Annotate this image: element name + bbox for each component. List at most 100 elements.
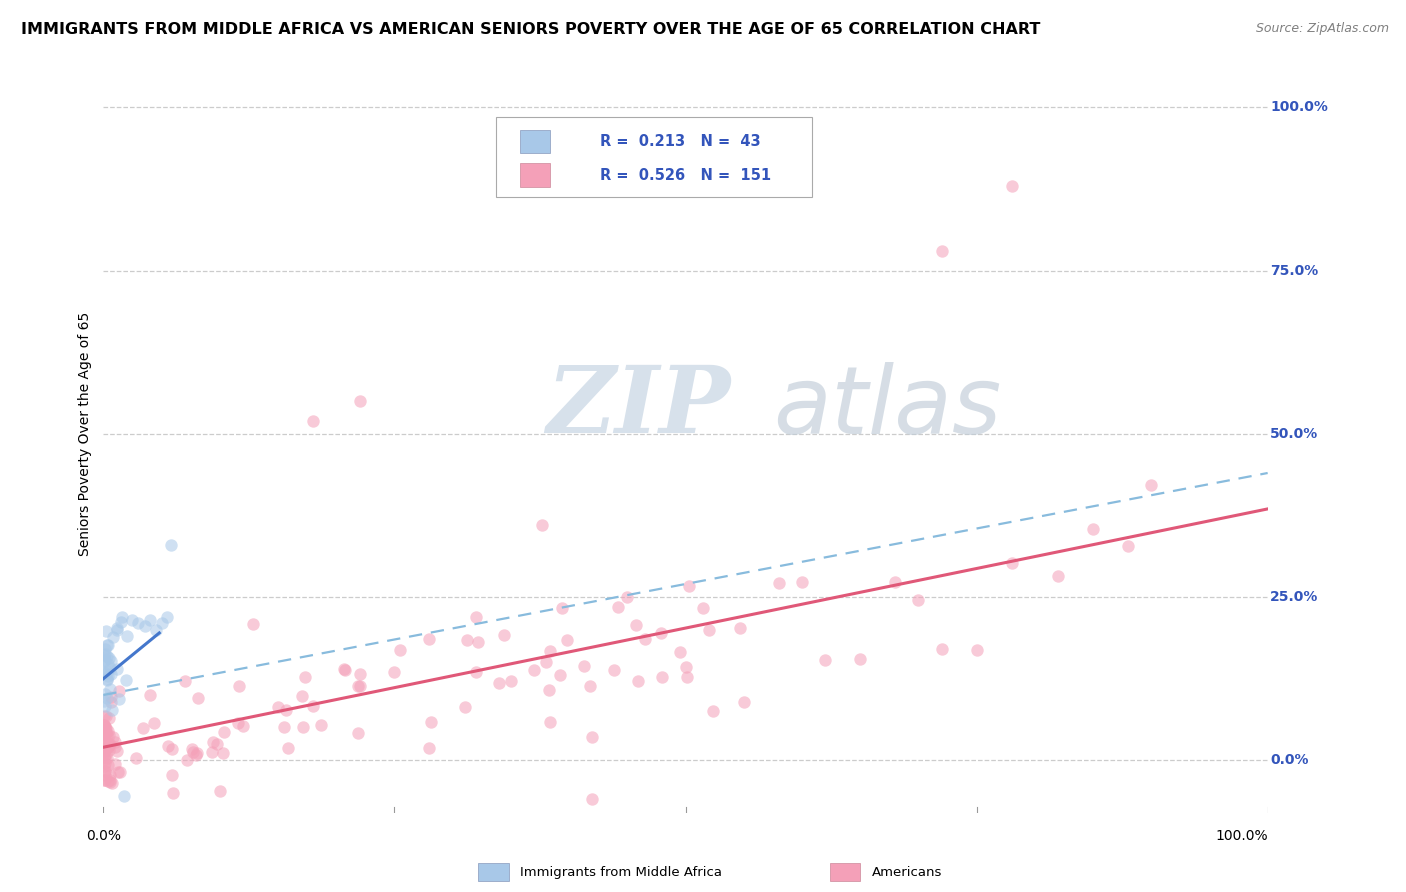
Point — [675, 670, 697, 684]
Text: 25.0%: 25.0% — [1270, 590, 1319, 604]
Point — [100, 695, 122, 709]
Point — [181, 745, 204, 759]
Point — [101, 703, 124, 717]
Point — [96, 648, 118, 663]
Point — [849, 652, 872, 666]
Y-axis label: Seniors Poverty Over the Age of 65: Seniors Poverty Over the Age of 65 — [79, 311, 93, 556]
Point — [768, 576, 790, 591]
Point — [93, 729, 115, 743]
Point — [150, 616, 173, 631]
Point — [349, 666, 371, 681]
Point — [523, 663, 546, 677]
Point — [96, 751, 118, 765]
Point — [97, 669, 120, 683]
Point — [93, 773, 115, 788]
Point — [112, 789, 135, 804]
Point — [96, 728, 118, 742]
Point — [93, 654, 115, 668]
Point — [499, 674, 522, 689]
Point — [97, 740, 120, 755]
Point — [534, 655, 557, 669]
Point — [467, 635, 489, 649]
Point — [96, 638, 118, 652]
Point — [94, 642, 117, 657]
Point — [205, 737, 228, 751]
Point — [98, 772, 121, 787]
Point — [389, 643, 412, 657]
Point — [733, 695, 755, 709]
Point — [538, 715, 561, 730]
Point — [291, 720, 314, 734]
Point — [187, 691, 209, 706]
Point — [101, 776, 124, 790]
Point — [302, 414, 325, 428]
Point — [94, 725, 117, 739]
Point — [634, 632, 657, 646]
Point — [100, 690, 122, 705]
Point — [456, 632, 478, 647]
Point — [488, 675, 510, 690]
Point — [104, 739, 127, 754]
Point — [94, 653, 117, 667]
Point — [93, 737, 115, 751]
Point — [100, 666, 122, 681]
Point — [160, 538, 183, 552]
Point — [174, 673, 197, 688]
Point — [273, 720, 295, 734]
Point — [538, 644, 561, 658]
Point — [115, 629, 138, 643]
Point — [624, 618, 647, 632]
Point — [790, 575, 813, 590]
Point — [93, 743, 115, 757]
Point — [121, 613, 143, 627]
Point — [465, 665, 488, 679]
Point — [530, 518, 553, 533]
Text: 50.0%: 50.0% — [1270, 427, 1319, 441]
Point — [97, 723, 120, 738]
Point — [93, 648, 115, 662]
Text: R =  0.213   N =  43: R = 0.213 N = 43 — [599, 134, 761, 149]
Point — [157, 739, 180, 753]
Point — [93, 726, 115, 740]
Text: Americans: Americans — [872, 866, 942, 879]
Point — [93, 764, 115, 779]
Text: 75.0%: 75.0% — [1270, 264, 1319, 277]
Point — [814, 653, 837, 667]
Point — [101, 630, 124, 644]
Point — [104, 757, 127, 772]
Point — [1000, 178, 1022, 193]
Text: 0.0%: 0.0% — [1270, 753, 1309, 767]
Point — [114, 673, 136, 688]
Text: 100.0%: 100.0% — [1215, 829, 1268, 843]
Text: Immigrants from Middle Africa: Immigrants from Middle Africa — [520, 866, 723, 879]
Point — [101, 730, 124, 744]
Point — [108, 692, 131, 706]
Point — [555, 632, 578, 647]
Point — [97, 638, 120, 652]
Point — [884, 574, 907, 589]
Point — [105, 621, 128, 635]
Text: atlas: atlas — [773, 362, 1001, 453]
Point — [93, 708, 115, 723]
Point — [184, 748, 207, 763]
Point — [97, 743, 120, 757]
Point — [100, 768, 122, 782]
Point — [419, 715, 441, 730]
Text: 0.0%: 0.0% — [86, 829, 121, 843]
Point — [98, 682, 121, 697]
Point — [162, 786, 184, 800]
Point — [108, 764, 131, 779]
Point — [107, 764, 129, 779]
Text: R =  0.526   N =  151: R = 0.526 N = 151 — [599, 168, 770, 183]
Point — [537, 683, 560, 698]
Point — [548, 668, 571, 682]
Point — [94, 741, 117, 756]
Point — [335, 664, 357, 678]
Point — [606, 599, 628, 614]
Point — [96, 673, 118, 688]
Point — [94, 734, 117, 748]
Point — [93, 666, 115, 681]
Point — [100, 654, 122, 668]
Point — [127, 616, 149, 631]
Point — [93, 764, 115, 778]
